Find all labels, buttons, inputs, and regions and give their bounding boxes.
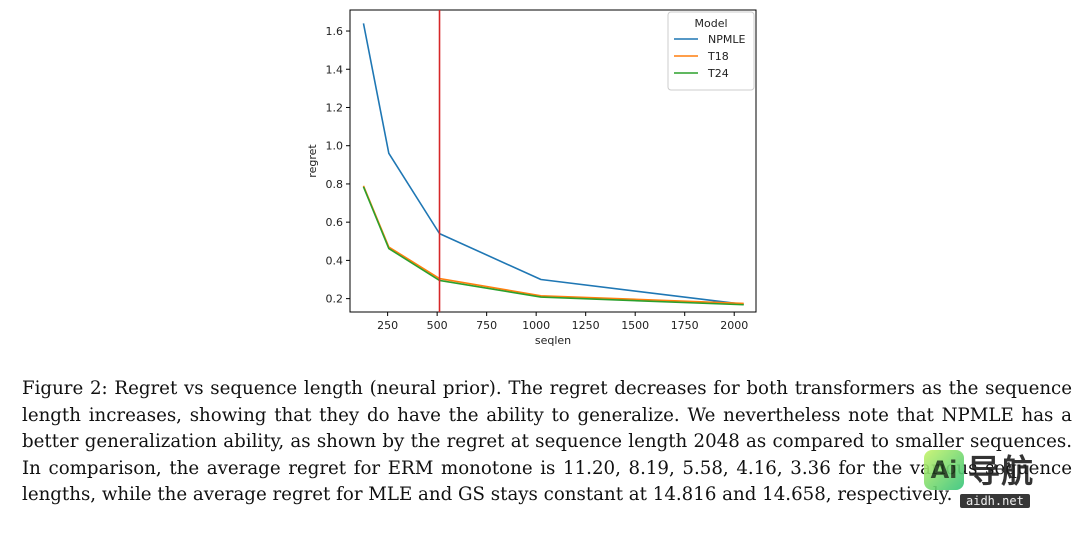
legend-label-npmle: NPMLE xyxy=(708,33,745,46)
y-tick-label: 1.4 xyxy=(326,63,344,76)
legend-label-t18: T18 xyxy=(707,50,729,63)
y-tick-label: 1.0 xyxy=(326,140,344,153)
regret-line-chart: 250 500 750 1000 1250 1500 1750 2000 0.2 0.4 0.6 0.… xyxy=(306,9,757,347)
y-tick-label: 0.8 xyxy=(326,178,344,191)
watermark: Ai 导航 aidh.net xyxy=(924,446,1048,512)
watermark-logo: Ai xyxy=(924,450,964,490)
legend-label-t24: T24 xyxy=(707,67,729,80)
watermark-text: 导航 xyxy=(968,452,1035,490)
legend-box xyxy=(667,11,755,91)
plot-frame xyxy=(349,9,757,313)
y-tick-label: 1.6 xyxy=(326,25,344,38)
y-tick-label: 0.2 xyxy=(326,293,344,306)
legend-title: Model xyxy=(694,17,727,30)
y-tick-label: 0.6 xyxy=(326,216,344,229)
x-tick-label: 2000 xyxy=(720,319,748,332)
x-tick-label: 750 xyxy=(476,319,497,332)
figure-caption: Figure 2: Regret vs sequence length (neu… xyxy=(22,378,1072,506)
x-tick-label: 250 xyxy=(377,319,398,332)
y-tick-label: 1.2 xyxy=(326,101,344,114)
watermark-url: aidh.net xyxy=(960,494,1030,508)
x-tick-label: 1500 xyxy=(621,319,649,332)
x-axis-label: seqlen xyxy=(535,334,571,347)
x-tick-label: 500 xyxy=(427,319,448,332)
x-tick-label: 1000 xyxy=(522,319,550,332)
y-tick-label: 0.4 xyxy=(326,254,344,267)
x-tick-label: 1250 xyxy=(572,319,600,332)
y-axis-label: regret xyxy=(306,144,319,178)
x-tick-label: 1750 xyxy=(671,319,699,332)
